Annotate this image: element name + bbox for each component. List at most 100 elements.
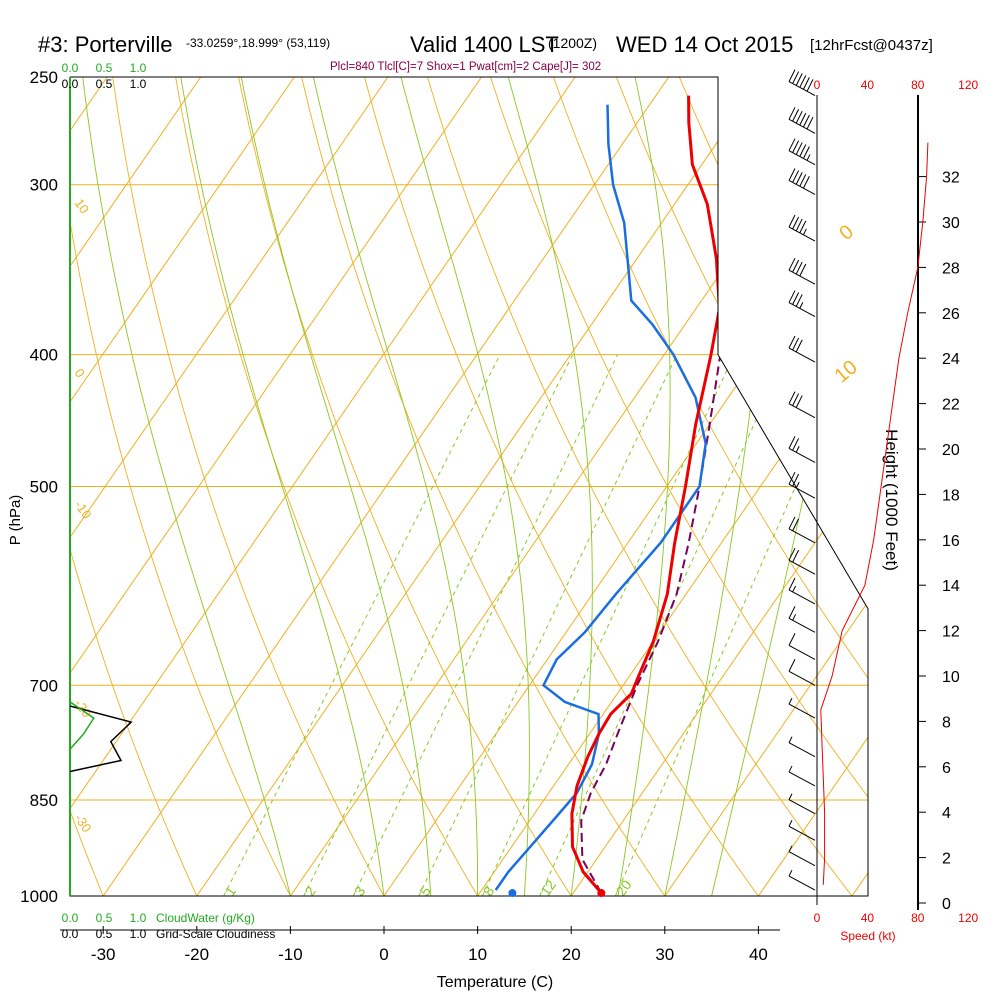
forecast-label: [12hrFcst@0437z] (810, 37, 933, 54)
wind-barb-feather (799, 144, 807, 157)
speed-trace (820, 142, 929, 885)
wind-barb-feather (795, 142, 803, 155)
wind-barb-half-feather (802, 228, 807, 236)
wind-barb-staff (788, 347, 816, 363)
wind-barb-feather (806, 116, 814, 130)
wind-barb-half-feather (806, 154, 811, 161)
height-tick-label: 6 (942, 760, 951, 777)
height-tick-label: 30 (942, 215, 960, 232)
moist-adiabat-line (82, 77, 291, 896)
moist-adiabat-line (400, 77, 530, 896)
wind-barb-feather (802, 77, 810, 90)
wind-barb-feather (802, 114, 810, 128)
speed-tick-label-top: 120 (958, 78, 978, 92)
height-tick-label: 32 (942, 170, 960, 187)
wind-barb-staff (788, 483, 816, 499)
wind-barb (788, 471, 816, 499)
wind-barb-feather (788, 168, 796, 181)
dry-adiabat-line (427, 77, 853, 896)
isotherm-line (196, 77, 763, 896)
wind-barb-staff (788, 771, 816, 787)
wind-barb-staff (788, 226, 816, 242)
wind-barb-feather (792, 438, 800, 451)
wind-barb (788, 391, 816, 419)
wind-barb-feather (799, 220, 807, 234)
station-coords: -33.0259°,18.999° (53,119) (186, 36, 330, 50)
wind-barb-staff (788, 180, 816, 195)
y-axis-title: P (hPa) (7, 495, 24, 546)
wind-barb-staff (788, 742, 816, 758)
wind-barb (788, 659, 816, 686)
wind-barb-half-feather (788, 765, 793, 773)
mixing-ratio-line (539, 354, 787, 896)
wind-barb-half-feather (799, 302, 804, 309)
wind-barb-feather (788, 577, 796, 591)
height-tick-label: 24 (942, 351, 960, 368)
wind-barb (788, 436, 816, 463)
wind-barb-feather (788, 516, 796, 530)
wind-barb-half-feather (788, 869, 793, 877)
wind-barb-feather (792, 473, 800, 487)
wind-barb-staff (788, 302, 816, 317)
wind-barb-half-feather (795, 446, 800, 453)
wind-barb-feather (795, 339, 803, 353)
wind-barb-feather (788, 107, 796, 120)
height-tick-label: 20 (942, 442, 960, 459)
isotherm-line (664, 77, 868, 896)
wind-barb-feather (788, 659, 796, 672)
wind-barb (788, 257, 816, 285)
cloudiness-scale-bottom: 0.5 (96, 927, 113, 941)
wind-barb (788, 69, 816, 97)
temperature-tick-label: 20 (562, 945, 581, 964)
moist-adiabat-line (617, 77, 671, 896)
temperature-tick-label: 30 (655, 945, 674, 964)
wind-barb-feather (788, 633, 796, 646)
station-title: #3: Porterville (38, 32, 173, 57)
wind-barb-half-feather (795, 481, 800, 489)
height-tick-label: 10 (942, 669, 960, 686)
cloudiness-trace (69, 705, 133, 773)
height-tick-label: 8 (942, 714, 951, 731)
height-tick-label: 0 (942, 896, 951, 913)
x-axis-title: Temperature (C) (437, 974, 553, 991)
wind-barb (788, 845, 816, 867)
wind-barb-feather (792, 109, 800, 122)
wind-barb-staff (788, 447, 816, 463)
height-tick-label: 22 (942, 397, 960, 414)
wind-barb-staff (788, 559, 816, 575)
cloudiness-scale-top: 0.5 (96, 77, 113, 91)
wind-barb-feather (788, 547, 796, 561)
height-tick-label: 4 (942, 805, 951, 822)
cloudwater-scale-bottom: 0.0 (62, 911, 79, 925)
pressure-tick-label: 850 (30, 791, 58, 810)
height-tick-label: 26 (942, 306, 960, 323)
wind-barb (788, 290, 816, 317)
wind-barb (788, 820, 816, 841)
isotherm-line (70, 77, 202, 896)
wind-barb (788, 214, 816, 242)
isotherm-line (477, 77, 868, 896)
surface-dewpoint-marker (508, 889, 517, 898)
dry-adiabat-line (175, 77, 478, 896)
wind-barb-feather (799, 75, 807, 88)
wind-barb-feather (788, 214, 796, 228)
wind-barb-feather (792, 518, 800, 531)
speed-tick-label-top: 0 (814, 78, 821, 92)
isotherm-line (70, 77, 295, 896)
wind-barb-feather (806, 79, 814, 92)
height-axis-title: Height (1000 Feet) (882, 429, 901, 571)
isotherm-line (757, 77, 868, 896)
wind-barb-half-feather (788, 697, 793, 705)
temperature-tick-label: 40 (749, 945, 768, 964)
wind-barb-feather (788, 69, 796, 82)
cloudiness-scale-top: 1.0 (130, 77, 147, 91)
temperature-tick-label: -10 (278, 945, 303, 964)
isotherm-line (70, 77, 576, 896)
wind-barb-feather (788, 290, 796, 303)
isotherm-line (102, 77, 670, 896)
dry-adiabat-line (238, 77, 572, 896)
pressure-tick-label: 700 (30, 676, 58, 695)
cloudwater-scale-top: 1.0 (130, 61, 147, 75)
wind-barb-feather (792, 393, 800, 406)
cloudiness-label: Grid-Scale Cloudiness (156, 927, 275, 941)
